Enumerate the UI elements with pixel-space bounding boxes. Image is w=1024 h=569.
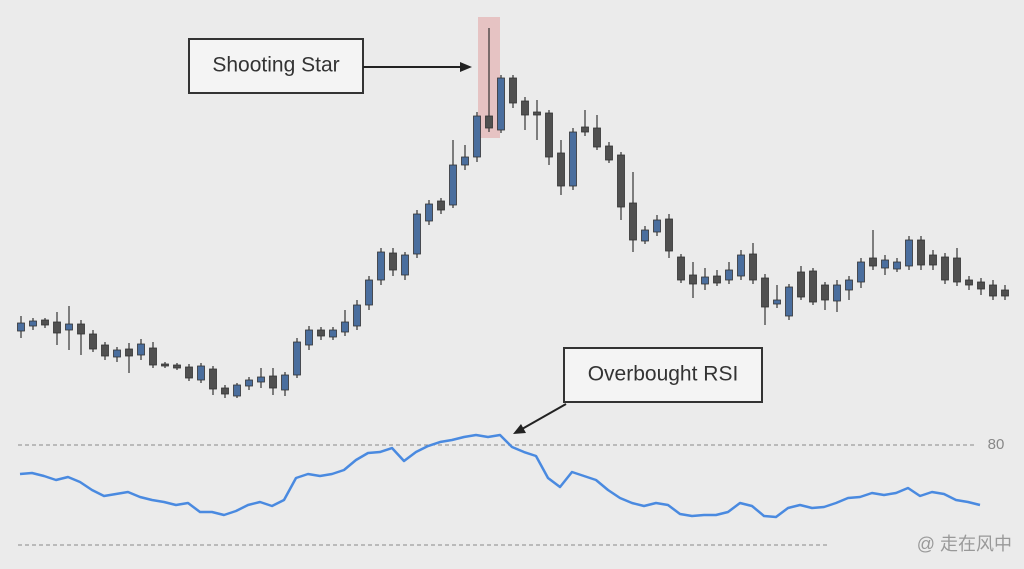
candle-body — [509, 77, 517, 104]
candle-body — [797, 271, 805, 298]
candle-body — [65, 323, 73, 331]
candle-body — [185, 366, 193, 379]
candle-body — [965, 279, 973, 286]
watermark: @ 走在风中 — [917, 534, 1012, 554]
candle-body — [317, 329, 325, 337]
candle-body — [737, 254, 745, 277]
candle-body — [569, 131, 577, 187]
candle-body — [125, 348, 133, 357]
annotation-box — [188, 38, 364, 94]
candle-body — [149, 347, 157, 366]
candle-body — [929, 254, 937, 266]
candle-body — [761, 277, 769, 308]
candle-body — [173, 364, 181, 369]
candle-body — [305, 329, 313, 346]
candle-body — [269, 375, 277, 389]
candle-body — [1001, 289, 1009, 297]
candle-body — [785, 286, 793, 317]
candle-body — [701, 276, 709, 285]
candle-body — [377, 251, 385, 281]
candle-body — [593, 127, 601, 148]
candle-body — [473, 115, 481, 158]
candle-body — [485, 115, 493, 129]
arrow — [521, 403, 567, 430]
candle-body — [53, 321, 61, 334]
candle-body — [977, 281, 985, 290]
candle-body — [101, 344, 109, 357]
candle-body — [257, 376, 265, 383]
candle-body — [833, 284, 841, 302]
candle-body — [137, 343, 145, 356]
candle-body — [17, 322, 25, 332]
candle-body — [41, 319, 49, 326]
candle-body — [89, 333, 97, 350]
candle-body — [449, 164, 457, 206]
candle-body — [941, 256, 949, 281]
candle-body — [629, 202, 637, 241]
annotation: Overbought RSI — [588, 363, 739, 386]
candle-body — [725, 269, 733, 281]
candle-body — [353, 304, 361, 327]
candle-body — [773, 299, 781, 305]
candle-body — [341, 321, 349, 333]
candle-body — [845, 279, 853, 291]
candle-body — [641, 229, 649, 242]
candle-body — [365, 279, 373, 306]
candle-body — [917, 239, 925, 266]
candle-body — [281, 374, 289, 391]
candle-body — [437, 200, 445, 211]
candle-body — [329, 329, 337, 338]
candle-body — [233, 384, 241, 397]
candle-body — [881, 259, 889, 269]
candle-body — [413, 213, 421, 255]
candle-body — [749, 253, 757, 281]
annotation-box — [563, 347, 763, 403]
candle-body — [77, 323, 85, 335]
candle-body — [821, 284, 829, 301]
candle-body — [605, 145, 613, 161]
candle-body — [401, 254, 409, 276]
candle-body — [29, 320, 37, 327]
candle-body — [809, 270, 817, 303]
candle-body — [905, 239, 913, 267]
candle-body — [461, 156, 469, 166]
candle-body — [533, 111, 541, 116]
candle-body — [161, 363, 169, 367]
candle-body — [425, 203, 433, 222]
candle-body — [221, 387, 229, 395]
candle-body — [197, 365, 205, 381]
candle-body — [245, 379, 253, 387]
candle-body — [581, 126, 589, 133]
candle-body — [293, 341, 301, 376]
candle-body — [953, 257, 961, 283]
candle-body — [113, 349, 121, 358]
candle-body — [617, 154, 625, 208]
candle-body — [713, 275, 721, 284]
annotation: Shooting Star — [212, 54, 339, 77]
candle-body — [545, 112, 553, 158]
candle-body — [869, 257, 877, 267]
candle-body — [389, 252, 397, 271]
candle-body — [665, 218, 673, 252]
candle-body — [521, 100, 529, 116]
candle-body — [557, 152, 565, 187]
candle-body — [497, 77, 505, 131]
candle-body — [857, 261, 865, 283]
arrow-head — [513, 424, 526, 434]
candle-body — [653, 219, 661, 233]
candle-body — [689, 274, 697, 285]
candle-body — [989, 284, 997, 297]
y-tick-label: 80 — [988, 436, 1005, 453]
candle-body — [677, 256, 685, 281]
rsi-line — [19, 433, 981, 519]
candle-body — [209, 368, 217, 390]
arrow-head — [460, 62, 472, 72]
candle-body — [893, 261, 901, 270]
